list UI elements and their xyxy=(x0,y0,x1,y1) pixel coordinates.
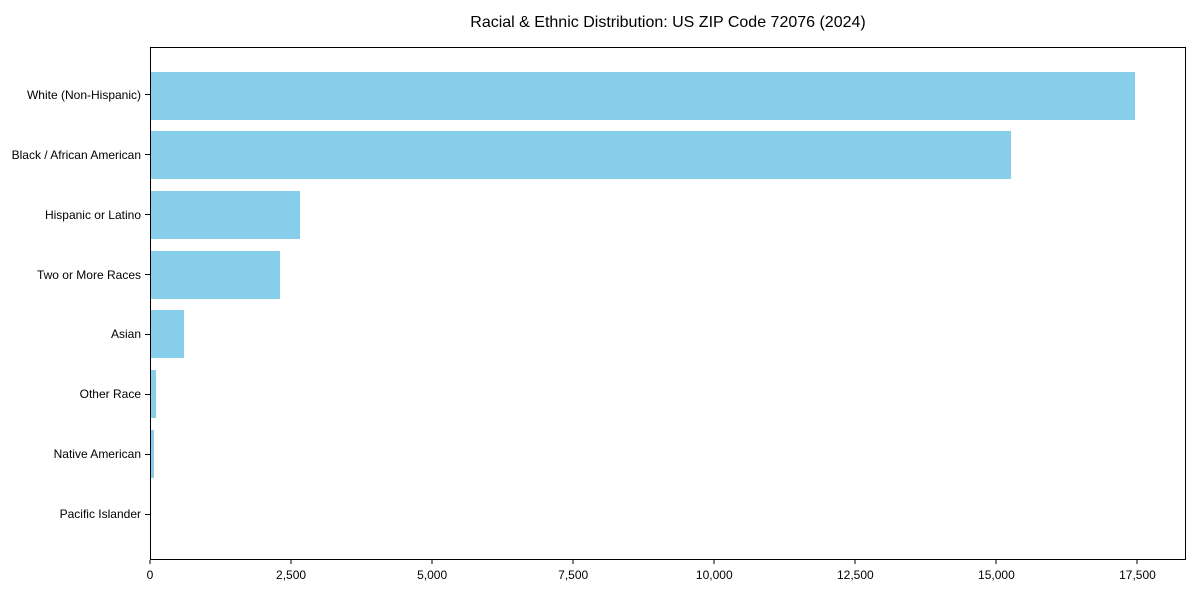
y-axis-row: Black / African American xyxy=(0,125,150,185)
y-tick-label: Black / African American xyxy=(11,147,141,162)
y-tick-label: Pacific Islander xyxy=(59,507,141,522)
x-tick-mark xyxy=(431,560,433,564)
x-tick-mark xyxy=(572,560,574,564)
y-tick-label: Other Race xyxy=(79,387,141,402)
y-tick-mark xyxy=(145,154,150,156)
bar-row xyxy=(151,185,1185,245)
x-tick-label: 0 xyxy=(146,568,154,582)
x-tick-label: 7,500 xyxy=(558,568,589,582)
bar xyxy=(151,71,1136,120)
y-tick-mark xyxy=(145,333,150,335)
x-tick-mark xyxy=(713,560,715,564)
y-axis-row: Pacific Islander xyxy=(0,484,150,544)
y-axis-row: White (Non-Hispanic) xyxy=(0,65,150,125)
x-tick-label: 5,000 xyxy=(417,568,448,582)
bar-row xyxy=(151,126,1185,186)
bar xyxy=(151,369,157,418)
bar-row xyxy=(151,66,1185,126)
x-tick-mark xyxy=(854,560,856,564)
y-tick-label: Asian xyxy=(110,327,141,342)
y-tick-label: Two or More Races xyxy=(36,267,141,282)
y-axis: White (Non-Hispanic) Black / African Amer… xyxy=(0,47,150,560)
y-axis-row: Asian xyxy=(0,305,150,365)
x-tick-mark xyxy=(149,560,151,564)
y-axis-row: Two or More Races xyxy=(0,245,150,305)
bar xyxy=(151,131,1011,180)
x-tick-label: 17,500 xyxy=(1119,568,1156,582)
bar xyxy=(151,191,300,240)
y-tick-mark xyxy=(145,513,150,515)
y-tick-mark xyxy=(145,94,150,96)
y-tick-mark xyxy=(145,274,150,276)
plot-area xyxy=(150,47,1186,560)
y-tick-mark xyxy=(145,214,150,216)
y-axis-row: Other Race xyxy=(0,364,150,424)
x-tick-label: 2,500 xyxy=(276,568,307,582)
x-tick-label: 12,500 xyxy=(836,568,874,582)
y-tick-label: Native American xyxy=(53,447,141,462)
bar-row xyxy=(151,305,1185,365)
bar-row xyxy=(151,364,1185,424)
chart-title: Racial & Ethnic Distribution: US ZIP Cod… xyxy=(470,14,866,31)
x-tick-label: 10,000 xyxy=(695,568,733,582)
bar xyxy=(151,250,280,299)
x-axis: 0 2,500 5,000 7,500 10,000 12,500 15,000 17,500 xyxy=(146,560,1186,596)
bar-row xyxy=(151,245,1185,305)
y-tick-mark xyxy=(145,453,150,455)
bar-row xyxy=(151,424,1185,484)
bar-row xyxy=(151,483,1185,543)
x-tick-mark xyxy=(1136,560,1138,564)
y-axis-row: Hispanic or Latino xyxy=(0,185,150,245)
y-tick-mark xyxy=(145,393,150,395)
x-tick-mark xyxy=(995,560,997,564)
x-tick-mark xyxy=(290,560,292,564)
x-tick-label: 15,000 xyxy=(978,568,1015,582)
bar xyxy=(151,429,154,478)
y-tick-label: White (Non-Hispanic) xyxy=(26,87,141,102)
bars-container xyxy=(151,48,1185,559)
y-axis-row: Native American xyxy=(0,424,150,484)
y-tick-label: Hispanic or Latino xyxy=(44,207,141,222)
bar xyxy=(151,310,185,359)
